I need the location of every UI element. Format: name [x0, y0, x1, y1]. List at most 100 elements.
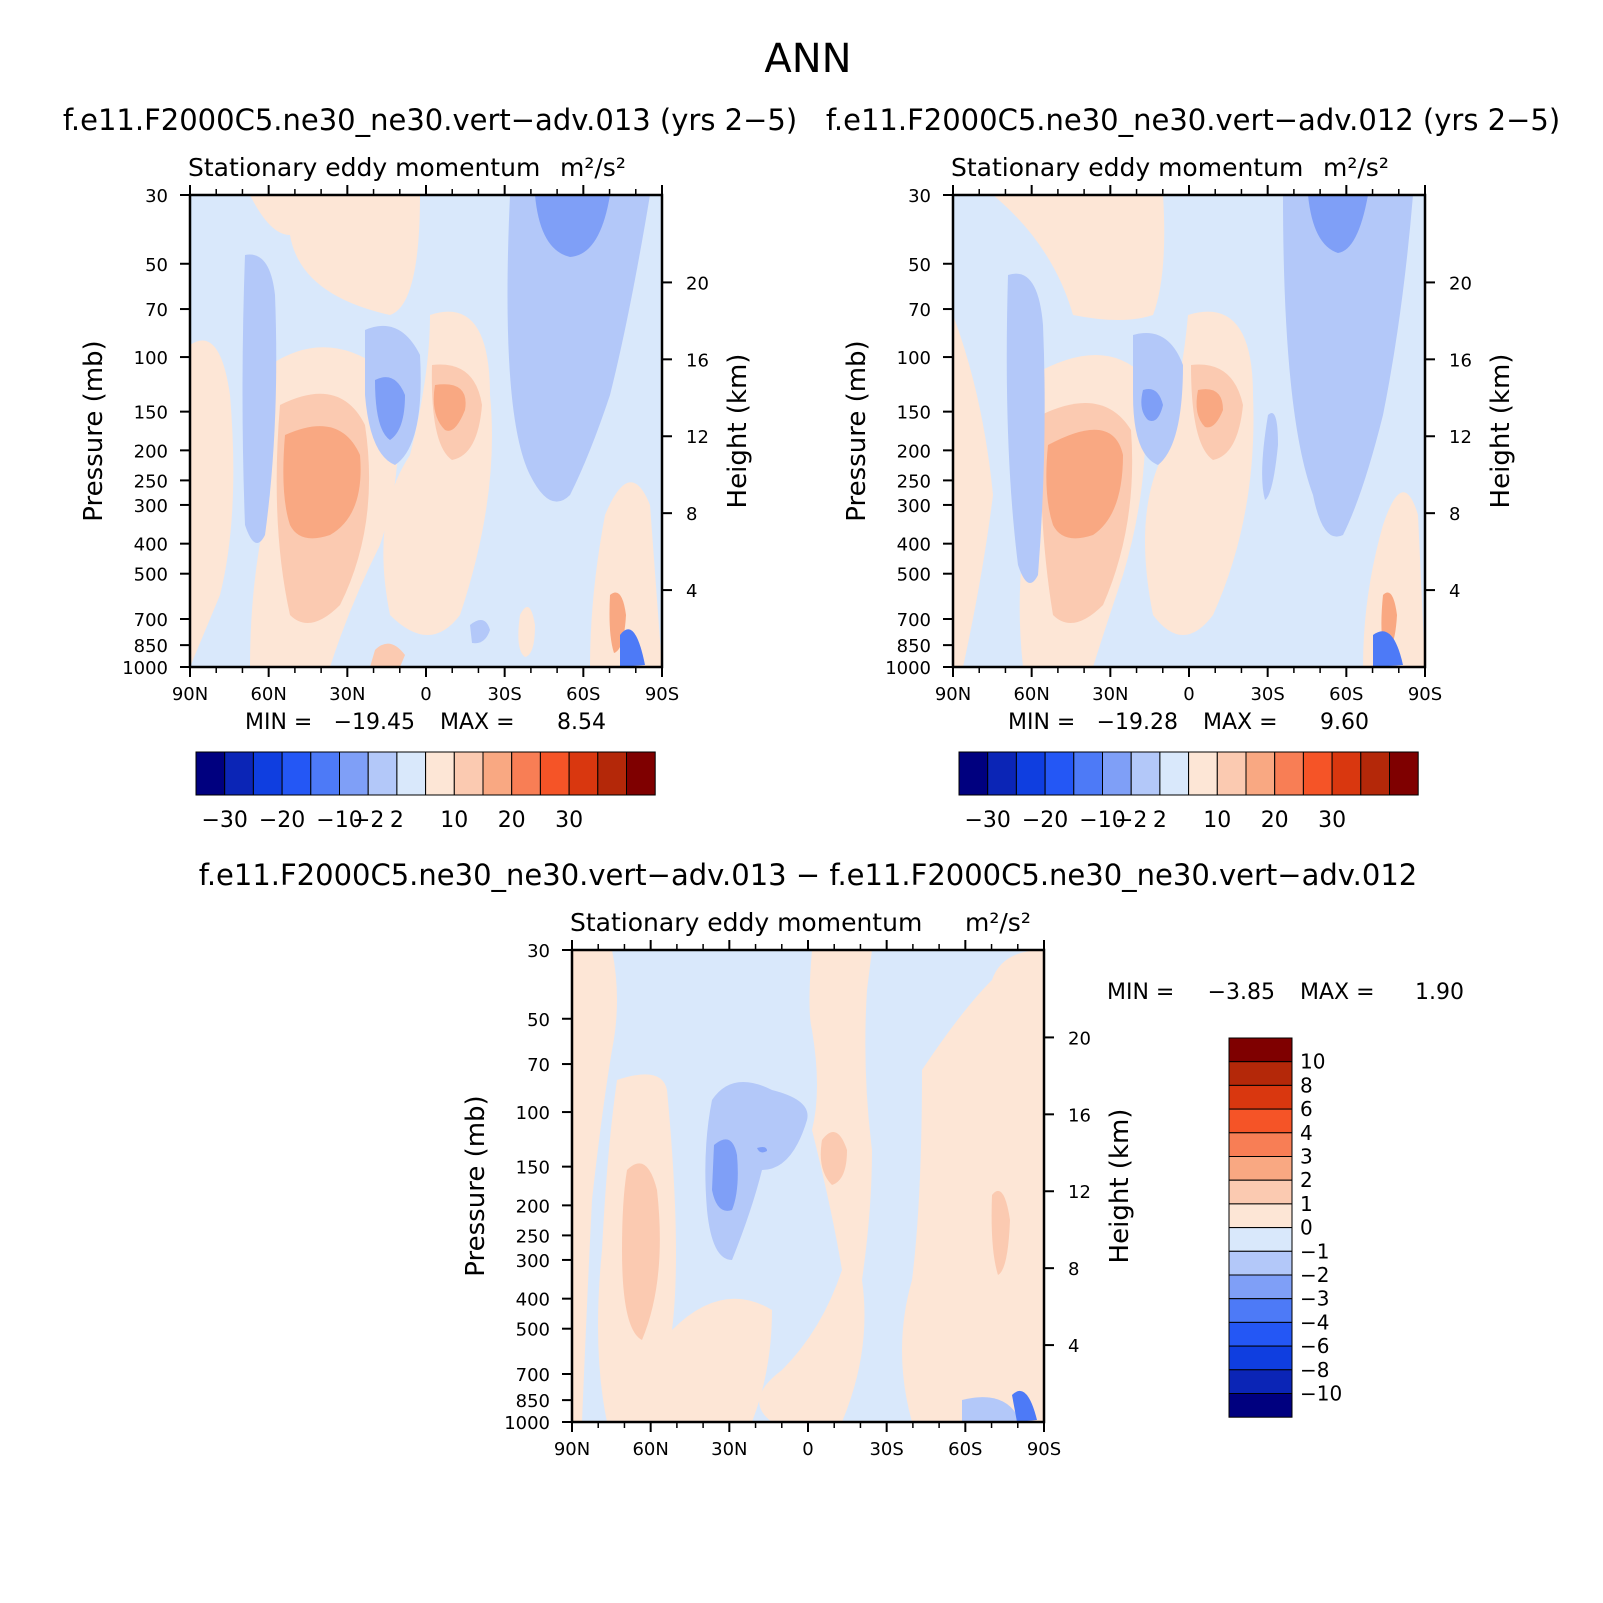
colorbar-swatch	[1228, 1108, 1293, 1134]
colorbar-swatch	[1331, 751, 1362, 796]
colorbar-swatch	[367, 751, 398, 796]
pos-mid-region	[370, 643, 405, 667]
x-tick-label: 30S	[487, 684, 521, 705]
pos-region	[190, 340, 234, 667]
neg-strong-region	[712, 1139, 738, 1211]
colorbar-label: −4	[1300, 1310, 1329, 1334]
max-value: 9.60	[1320, 710, 1369, 735]
x-tick-label: 30S	[869, 1439, 903, 1460]
colorbar-swatch	[987, 751, 1017, 796]
colorbar-swatch	[224, 751, 254, 796]
colorbar-label: 4	[1300, 1121, 1313, 1145]
pos-region	[190, 195, 420, 315]
y-axis-label: Pressure (mb)	[79, 340, 109, 521]
y-right-tick-label: 8	[1449, 504, 1460, 525]
colorbar-label: 10	[1300, 1050, 1325, 1074]
panel-difference: f.e11.F2000C5.ne30_ne30.vert−adv.013 − f…	[199, 858, 1464, 1460]
y-tick-label: 1000	[122, 658, 168, 679]
x-tick-label: 60S	[566, 684, 600, 705]
pos-mid-region	[622, 1163, 660, 1340]
pos-region	[1363, 492, 1425, 667]
colorbar-swatch	[482, 751, 513, 796]
colorbar-swatch	[1228, 1298, 1293, 1323]
pos-region	[759, 950, 872, 1422]
colorbar-label: 10	[440, 808, 468, 833]
pos-region	[993, 195, 1165, 320]
neg-mid-region	[757, 1147, 767, 1153]
plot-title: Stationary eddy momentum m²/s²	[188, 153, 626, 182]
figure-title: ANN	[764, 36, 851, 82]
stats-line: MIN = −3.85 MAX = 1.90	[1107, 980, 1464, 1005]
plot-title: Stationary eddy momentum m²/s²	[951, 153, 1389, 182]
y-tick-label: 100	[897, 348, 931, 369]
x-tick-label: 90N	[554, 1439, 590, 1460]
colorbar-label: 6	[1300, 1097, 1313, 1121]
pos-region	[672, 1298, 772, 1422]
y-tick-label: 1000	[885, 658, 931, 679]
y-right-tick-label: 4	[686, 581, 697, 602]
y-tick-label: 150	[897, 403, 931, 424]
y-axis-right-label: Height (km)	[1105, 1109, 1135, 1264]
max-label: MAX =	[440, 710, 515, 735]
y-tick-label: 850	[134, 636, 168, 657]
colorbar-swatch	[1228, 1393, 1293, 1418]
colorbar-swatch	[1228, 1179, 1293, 1205]
y-tick-label: 30	[527, 941, 550, 962]
y-tick-label: 150	[516, 1158, 550, 1179]
y-tick-label: 500	[897, 565, 931, 586]
y-right-tick-label: 8	[686, 504, 697, 525]
y-axis-right: 20 16 12 8 4	[662, 273, 709, 602]
panel-run-012: f.e11.F2000C5.ne30_ne30.vert−adv.012 (yr…	[826, 103, 1560, 833]
colorbar-label: −30	[201, 808, 247, 833]
run-title: f.e11.F2000C5.ne30_ne30.vert−adv.013 (yr…	[63, 103, 797, 137]
y-axis-label: Pressure (mb)	[842, 340, 872, 521]
pos-strong-region	[283, 426, 361, 539]
plot-title-text: Stationary eddy momentum	[188, 153, 540, 182]
y-axis-right: 20 16 12 8 4	[1044, 1028, 1091, 1357]
y-right-tick-label: 12	[1068, 1182, 1091, 1203]
x-tick-label: 30N	[1092, 684, 1128, 705]
pos-mid-region	[991, 1190, 1010, 1275]
run-title: f.e11.F2000C5.ne30_ne30.vert−adv.012 (yr…	[826, 103, 1560, 137]
colorbar-label: −1	[1300, 1239, 1329, 1263]
colorbar-label: −6	[1300, 1334, 1329, 1358]
pos-region	[590, 482, 662, 667]
colorbar-label: 3	[1300, 1145, 1313, 1169]
colorbar-label: 30	[555, 808, 583, 833]
min-value: −3.85	[1208, 980, 1275, 1005]
pos-region	[572, 950, 617, 1422]
contour-field	[188, 193, 664, 669]
colorbar-swatch	[1188, 751, 1218, 796]
colorbar-swatch	[195, 751, 226, 796]
plot-title-text: Stationary eddy momentum	[951, 153, 1303, 182]
colorbar-swatch	[1302, 751, 1333, 796]
plot-title: Stationary eddy momentum m²/s²	[570, 908, 1031, 937]
x-tick-label: 60N	[632, 1439, 668, 1460]
colorbar-swatch	[1073, 751, 1104, 796]
y-tick-label: 700	[516, 1365, 550, 1386]
run-title: f.e11.F2000C5.ne30_ne30.vert−adv.013 − f…	[199, 858, 1418, 892]
neg-strong-region	[1141, 389, 1163, 421]
min-label: MIN =	[1008, 710, 1075, 735]
y-right-tick-label: 4	[1449, 581, 1460, 602]
colorbar-label: 2	[390, 808, 404, 833]
neg-mid-region	[1006, 273, 1045, 583]
y-tick-label: 70	[527, 1055, 550, 1076]
neg-strong-region	[1373, 631, 1403, 667]
y-right-tick-label: 16	[686, 350, 709, 371]
y-tick-label: 250	[897, 471, 931, 492]
neg-strong-region	[535, 195, 610, 257]
max-label: MAX =	[1203, 710, 1278, 735]
x-tick-label: 60S	[948, 1439, 982, 1460]
y-tick-label: 200	[897, 441, 931, 462]
colorbar-swatch	[1044, 751, 1075, 796]
colorbar-swatch	[1159, 751, 1190, 796]
y-right-tick-label: 20	[1449, 273, 1472, 294]
neg-mid-region	[1262, 413, 1278, 500]
colorbar-swatch	[1015, 751, 1046, 796]
colorbar-label: 20	[1261, 808, 1289, 833]
neg-mid-region	[705, 1082, 808, 1260]
y-tick-label: 850	[897, 636, 931, 657]
